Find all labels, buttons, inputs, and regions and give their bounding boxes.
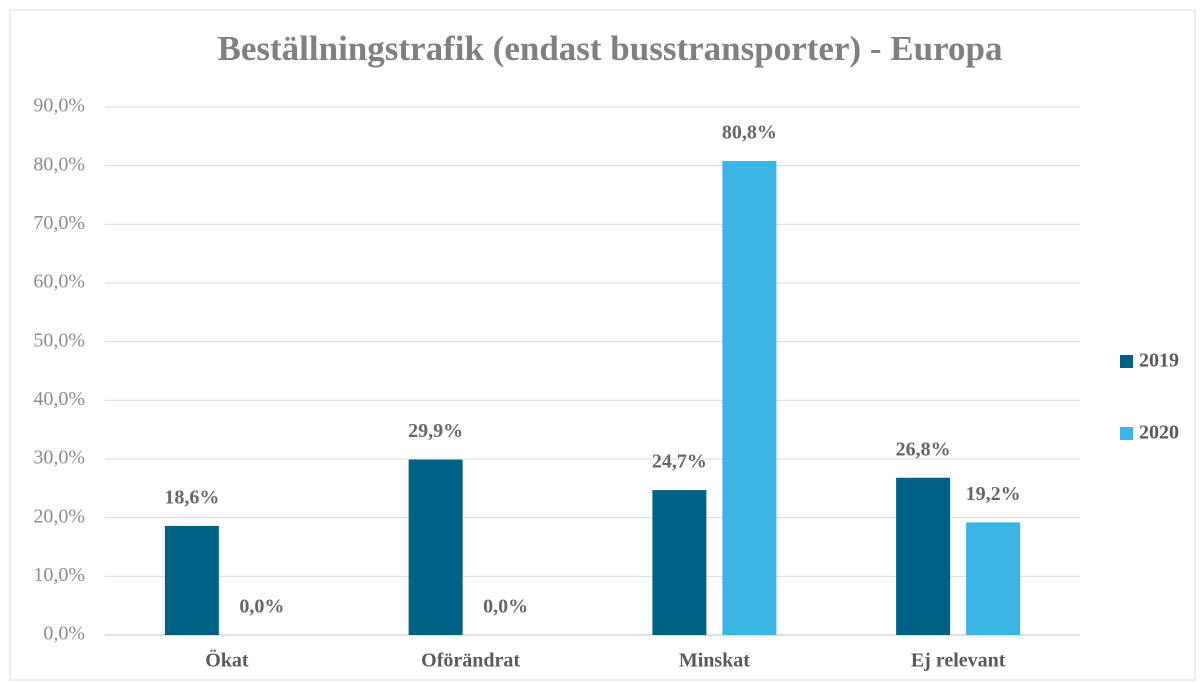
bar [722, 160, 777, 635]
y-tick-label: 80,0% [33, 153, 85, 175]
y-tick-label: 30,0% [33, 447, 85, 469]
bar [896, 477, 951, 635]
data-label: 29,9% [408, 420, 463, 442]
chart-title: Beställningstrafik (endast busstransport… [218, 29, 1003, 68]
y-tick-label: 40,0% [33, 388, 85, 410]
x-tick-label: Ökat [205, 649, 249, 672]
bar [966, 522, 1021, 635]
legend-swatch [1120, 355, 1133, 368]
y-tick-label: 20,0% [33, 505, 85, 527]
y-tick-label: 0,0% [43, 623, 85, 645]
y-tick-label: 60,0% [33, 271, 85, 293]
data-label: 19,2% [966, 483, 1021, 505]
data-label: 80,8% [722, 122, 777, 144]
legend-label: 2019 [1139, 350, 1179, 372]
data-label: 24,7% [652, 451, 707, 473]
bar [652, 490, 707, 635]
y-tick-label: 90,0% [33, 95, 85, 117]
data-label: 0,0% [483, 596, 528, 618]
y-tick-label: 50,0% [33, 329, 85, 351]
x-tick-label: Oförändrat [421, 650, 520, 672]
data-label: 26,8% [896, 438, 951, 460]
data-label: 18,6% [164, 486, 219, 508]
x-tick-label: Ej relevant [911, 650, 1006, 672]
legend-swatch [1120, 427, 1133, 440]
bar [408, 459, 463, 635]
legend-label: 2020 [1139, 422, 1179, 444]
y-tick-label: 10,0% [33, 564, 85, 586]
x-tick-label: Minskat [679, 650, 750, 672]
bar [164, 525, 219, 635]
data-label: 0,0% [239, 596, 284, 618]
y-tick-label: 70,0% [33, 212, 85, 234]
